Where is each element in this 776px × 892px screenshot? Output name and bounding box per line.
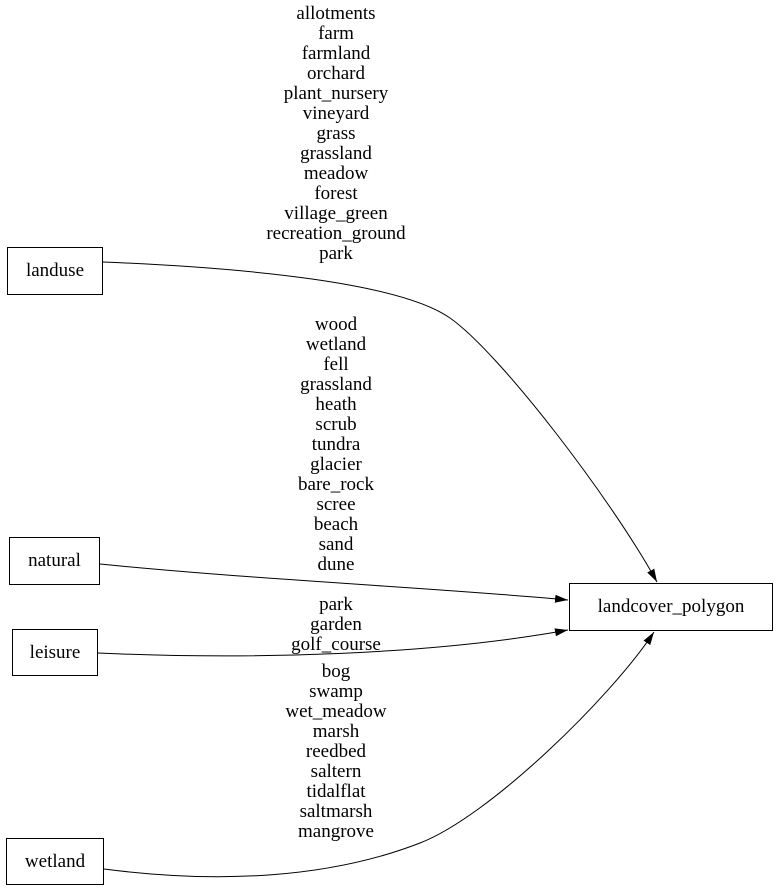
node-landuse: landuse [7, 247, 103, 295]
edge-natural-to-landcover-polygon [99, 563, 569, 603]
node-wetland: wetland [6, 838, 104, 885]
node-natural: natural [9, 537, 100, 585]
edge-landuse-to-landcover-polygon [102, 261, 658, 583]
node-leisure: leisure [12, 629, 98, 676]
node-landcover-polygon: landcover_polygon [569, 583, 773, 631]
edge-leisure-to-landcover-polygon [97, 628, 569, 657]
edge-label-landuse-values: allotments farm farmland orchard plant_n… [266, 3, 406, 264]
edge-label-wetland-values: bog swamp wet_meadow marsh reedbed salte… [285, 661, 387, 842]
edge-label-natural-values: wood wetland fell grassland heath scrub … [298, 314, 374, 575]
edge-wetland-to-landcover-polygon [103, 631, 655, 878]
edge-label-leisure-values: park garden golf_course [291, 594, 381, 655]
